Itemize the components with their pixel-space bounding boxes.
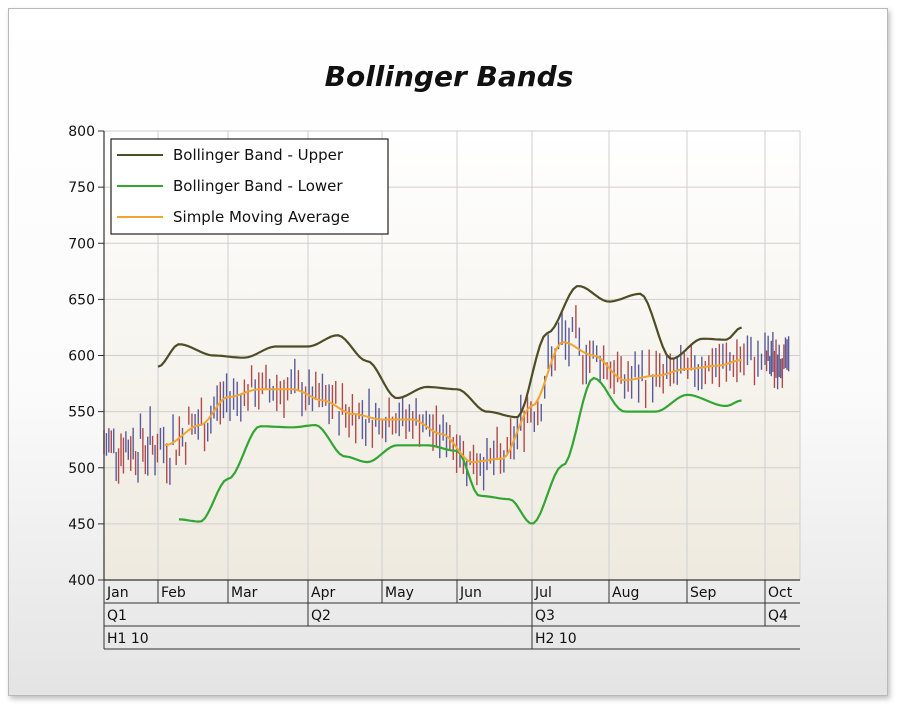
y-tick-label: 650 bbox=[68, 292, 95, 308]
quarter-label: Q4 bbox=[768, 608, 788, 624]
y-tick-label: 400 bbox=[68, 573, 95, 589]
price-bars bbox=[103, 305, 790, 491]
legend-label: Simple Moving Average bbox=[173, 208, 350, 226]
legend-label: Bollinger Band - Upper bbox=[173, 146, 344, 164]
y-tick-label: 700 bbox=[68, 236, 95, 252]
month-label: Jan bbox=[106, 585, 129, 601]
series-lines bbox=[157, 285, 743, 525]
chart-title: Bollinger Bands bbox=[324, 60, 574, 93]
series-line-1 bbox=[157, 285, 743, 419]
y-tick-label: 600 bbox=[68, 349, 95, 365]
series-line-3 bbox=[164, 341, 742, 464]
y-tick-label: 500 bbox=[68, 461, 95, 477]
month-label: Jun bbox=[459, 585, 482, 601]
legend: Bollinger Band - Upper Bollinger Band - L… bbox=[110, 138, 389, 235]
month-label: Jul bbox=[534, 585, 552, 601]
month-label: Aug bbox=[612, 585, 639, 601]
month-label: Apr bbox=[311, 585, 335, 601]
half-label: H2 10 bbox=[535, 631, 577, 647]
y-tick-label: 550 bbox=[68, 405, 95, 421]
month-label: Oct bbox=[768, 585, 793, 601]
half-label: H1 10 bbox=[107, 631, 149, 647]
month-label: Sep bbox=[690, 585, 717, 601]
quarter-label: Q2 bbox=[311, 608, 331, 624]
legend-label: Bollinger Band - Lower bbox=[173, 177, 343, 195]
series-line-2 bbox=[178, 376, 742, 525]
y-tick-label: 750 bbox=[68, 180, 95, 196]
month-label: Feb bbox=[161, 585, 186, 601]
y-tick-label: 800 bbox=[68, 124, 95, 140]
month-label: Mar bbox=[231, 585, 258, 601]
y-tick-label: 450 bbox=[68, 517, 95, 533]
month-label: May bbox=[385, 585, 414, 601]
axes: 400 450 500 550 600 650 700 750 800 Jan Feb Mar Apr M… bbox=[68, 124, 800, 650]
quarter-label: Q1 bbox=[107, 608, 127, 624]
quarter-label: Q3 bbox=[535, 608, 555, 624]
